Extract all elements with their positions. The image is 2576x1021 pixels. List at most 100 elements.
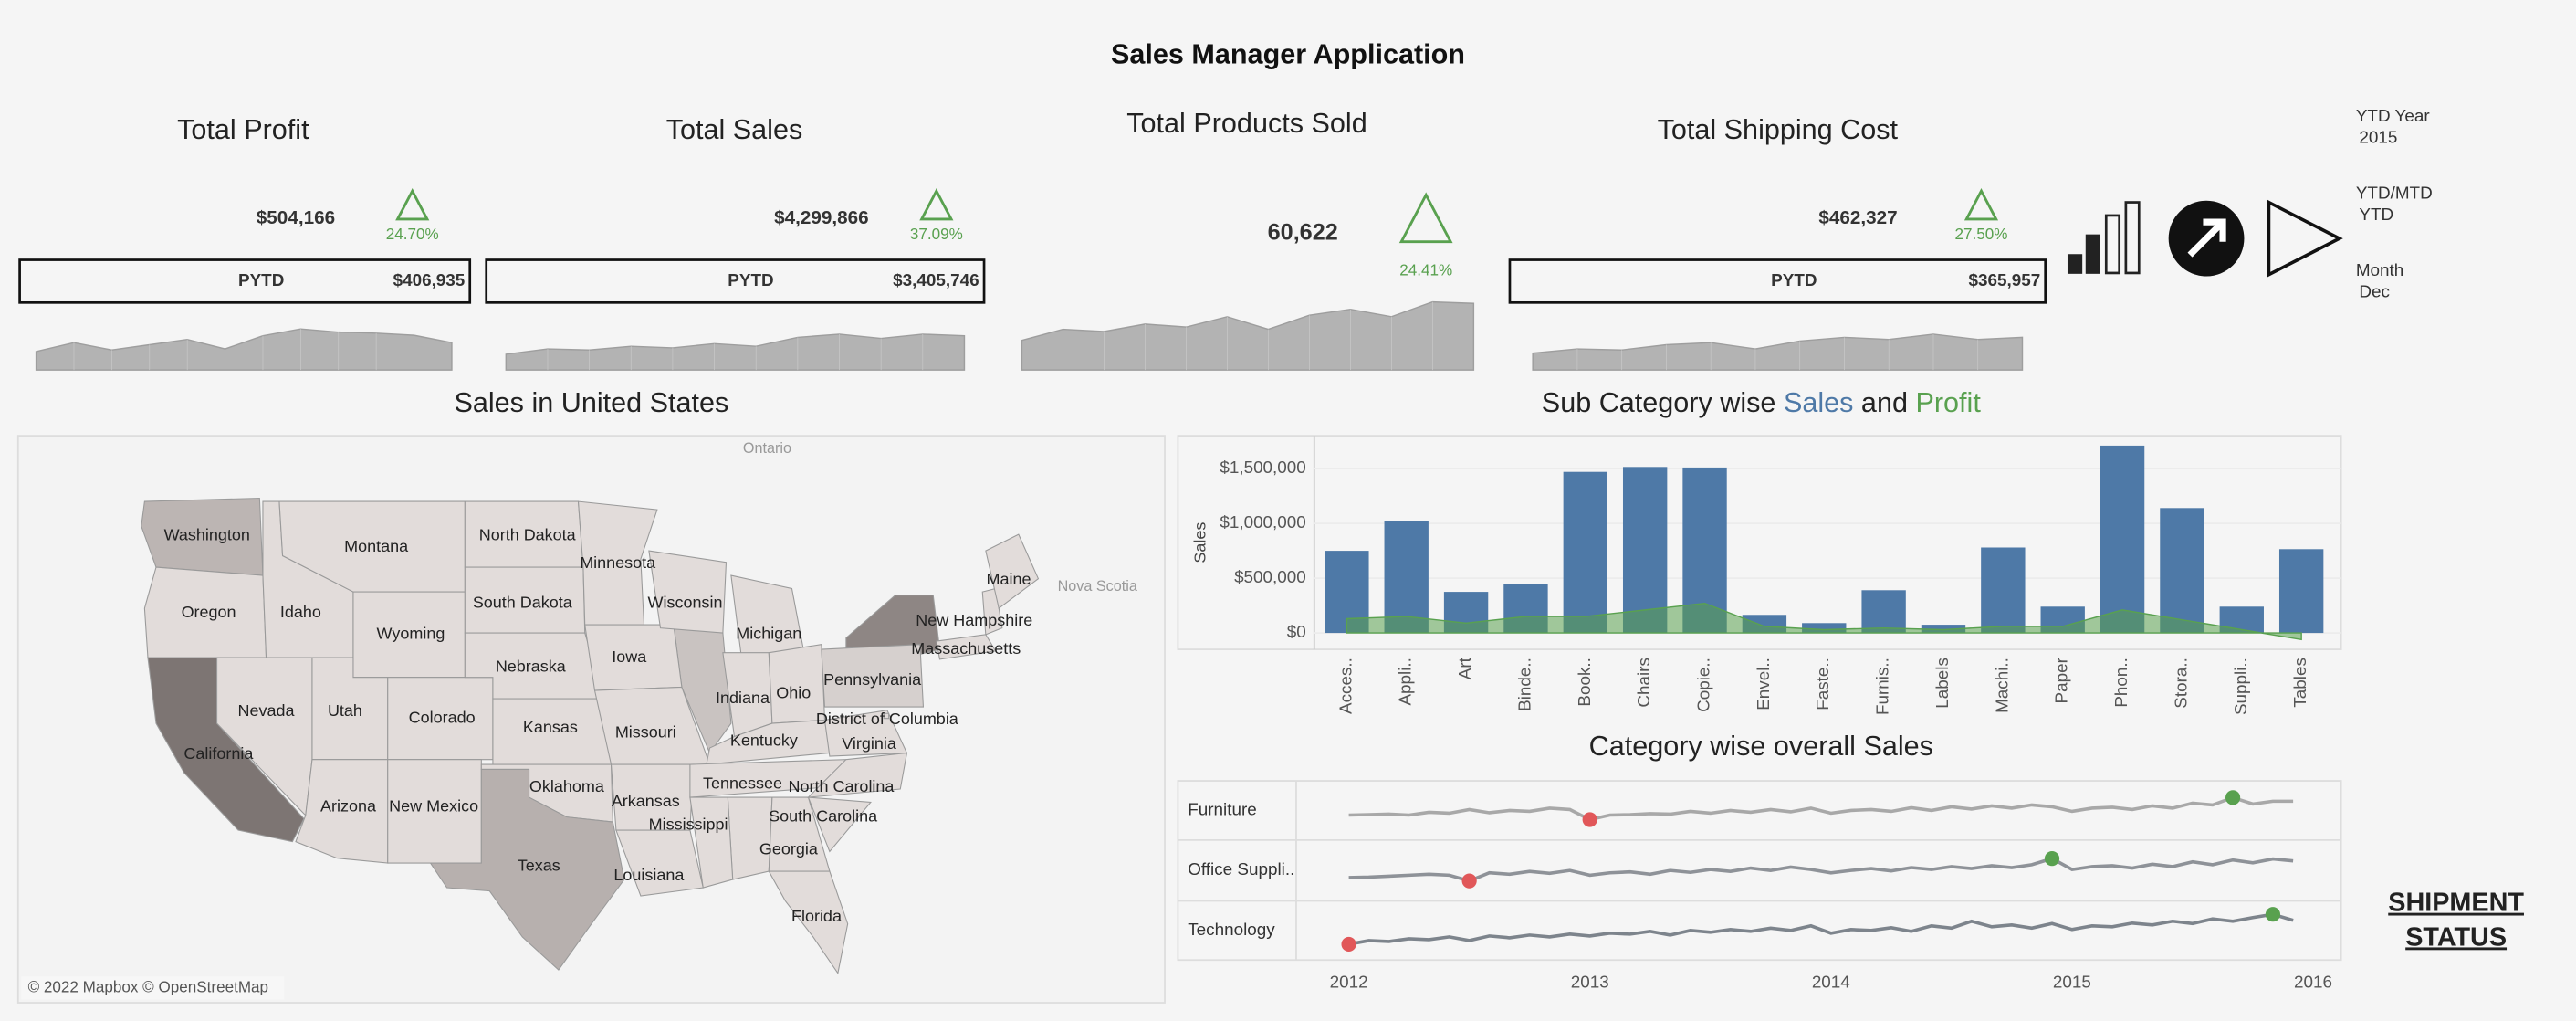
state-label: Washington <box>164 526 250 544</box>
attribution-bg <box>21 976 285 1000</box>
x-tick-label: Furnis.. <box>1874 658 1893 715</box>
row-label: Technology <box>1188 921 1275 940</box>
y-tick-label: $1,500,000 <box>1220 458 1305 478</box>
state-label: Pennsylvania <box>823 670 921 689</box>
filter-value[interactable]: YTD <box>2359 205 2393 225</box>
state-label: Florida <box>791 907 842 925</box>
map-title: Sales in United States <box>454 387 728 418</box>
state-label: Idaho <box>280 603 321 621</box>
sales-line <box>1348 857 2294 883</box>
chart-type-icon[interactable] <box>2067 201 2141 275</box>
state-shape <box>727 796 773 880</box>
x-tick-label: 2012 <box>1330 973 1368 992</box>
arrow-icon[interactable] <box>2168 200 2245 277</box>
x-tick-label: Machi.. <box>1993 658 2012 713</box>
state-shape <box>985 533 1040 610</box>
line-title: Category wise overall Sales <box>1589 731 1933 762</box>
x-tick-label: 2016 <box>2294 973 2332 992</box>
kpi-title: Total Sales <box>666 114 803 145</box>
shipment-link[interactable]: SHIPMENT <box>2388 889 2524 918</box>
sales-bar <box>1981 547 2026 634</box>
state-label: New Mexico <box>389 797 478 816</box>
up-triangle <box>1398 192 1453 244</box>
title-part: Sub Category wise <box>1542 387 1784 418</box>
sales-line <box>1348 912 2294 946</box>
x-tick-label: 2015 <box>2053 973 2091 992</box>
state-shape <box>807 796 872 853</box>
place-label: Ontario <box>743 440 791 457</box>
kpi-value: 60,622 <box>1268 219 1338 245</box>
x-tick-label: Copie.. <box>1695 658 1714 712</box>
kpi-change: 24.70% <box>386 226 439 243</box>
bar-frame <box>1177 435 2342 650</box>
icon-bar <box>2085 234 2100 274</box>
state-shape <box>807 752 908 798</box>
sales-bar <box>1563 471 1607 634</box>
state-label: North Carolina <box>788 777 894 795</box>
state-label: Texas <box>518 856 560 874</box>
state-label: North Dakota <box>479 526 576 544</box>
x-tick-label: Art <box>1456 657 1475 679</box>
state-label: Minnesota <box>580 553 655 572</box>
kpi-change: 37.09% <box>910 226 963 243</box>
x-tick-label: Phon.. <box>2112 658 2131 708</box>
state-shape <box>429 768 625 971</box>
bar-title: Sub Category wise Sales and Profit <box>1542 387 1982 418</box>
kpi-change: 27.50% <box>1955 226 2008 243</box>
x-tick-label: Tables <box>2291 658 2310 708</box>
map-attribution: © 2022 Mapbox © OpenStreetMap <box>28 978 268 995</box>
filter-label: Month <box>2356 261 2403 280</box>
sales-bar <box>1802 623 1847 634</box>
state-label: Arizona <box>320 797 376 816</box>
sales-bar <box>1861 590 1906 634</box>
shipment-link[interactable]: STATUS <box>2405 922 2507 952</box>
state-label: California <box>183 744 253 763</box>
state-shape <box>883 712 890 720</box>
x-tick-label: Suppli.. <box>2232 658 2251 715</box>
filter-value[interactable]: Dec <box>2359 283 2390 302</box>
state-label: Indiana <box>716 689 770 707</box>
state-label: Colorado <box>409 708 476 726</box>
state-shape <box>821 644 925 708</box>
state-label: Missouri <box>615 723 676 742</box>
extreme-dot <box>1341 936 1356 953</box>
state-label: Ohio <box>776 683 811 701</box>
pytd-value: $406,935 <box>393 271 466 290</box>
kpi-change: 24.41% <box>1399 262 1452 279</box>
state-label: Kansas <box>523 718 578 736</box>
y-tick-label: $0 <box>1287 623 1306 642</box>
state-label: Wisconsin <box>648 593 723 611</box>
profit-area <box>1346 602 2302 641</box>
filter-value[interactable]: 2015 <box>2359 128 2397 147</box>
kpi-value: $504,166 <box>257 207 335 228</box>
filter-label: YTD Year <box>2356 107 2430 126</box>
sparkline-area <box>505 333 966 371</box>
x-tick-label: 2014 <box>1812 973 1850 992</box>
state-label: Maine <box>987 570 1031 588</box>
state-label: Massachusetts <box>911 639 1021 658</box>
x-tick-label: Labels <box>1933 658 1953 709</box>
state-shape <box>689 796 734 889</box>
x-tick-label: Envel.. <box>1754 658 1774 710</box>
up-triangle <box>1963 188 1999 221</box>
state-label: Mississippi <box>649 815 728 833</box>
state-label: Kentucky <box>730 732 798 750</box>
sales-bar <box>1921 625 1966 634</box>
state-shape <box>768 870 849 974</box>
x-tick-label: Stora.. <box>2172 658 2191 709</box>
x-tick-label: Appli.. <box>1397 658 1416 705</box>
kpi-title: Total Products Sold <box>1126 108 1367 139</box>
sales-bar <box>2160 508 2204 634</box>
state-label: Louisiana <box>613 866 684 884</box>
sales-line <box>1348 795 2294 822</box>
title-part: Profit <box>1915 387 1981 418</box>
pytd-value: $3,405,746 <box>893 271 979 290</box>
sparkline-area <box>35 328 453 371</box>
play-icon[interactable] <box>2267 199 2343 278</box>
sales-bar <box>2278 549 2324 634</box>
icon-bar <box>2124 201 2141 275</box>
page-title: Sales Manager Application <box>1111 38 1465 69</box>
kpi-title: Total Shipping Cost <box>1658 114 1899 145</box>
state-label: Tennessee <box>703 774 782 792</box>
extreme-dot <box>2225 790 2241 805</box>
